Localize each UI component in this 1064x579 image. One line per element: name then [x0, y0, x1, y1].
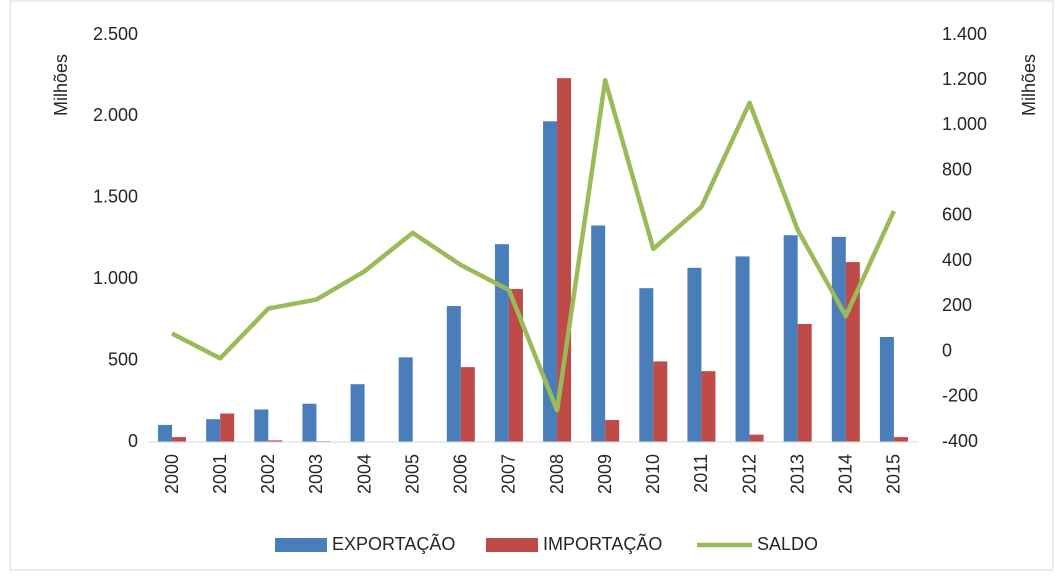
- legend-label: EXPORTAÇÃO: [332, 533, 455, 554]
- y-tick-label: 2.000: [93, 105, 138, 125]
- bar: [158, 424, 173, 442]
- x-tick-label: 2005: [402, 454, 422, 494]
- chart-frame: [9, 0, 1054, 571]
- y-tick-label: 1.500: [93, 187, 138, 207]
- y2-tick-label: 200: [942, 295, 972, 315]
- y2-tick-label: -200: [942, 386, 978, 406]
- legend-swatch: [486, 538, 538, 552]
- legend-label: IMPORTAÇÃO: [543, 533, 662, 554]
- bar: [893, 437, 908, 442]
- bar: [508, 288, 523, 442]
- y2-tick-label: 0: [942, 340, 952, 360]
- y-axis-label: Milhões: [51, 54, 71, 116]
- y2-tick-label: 1.200: [942, 69, 987, 89]
- y-tick-label: 0: [128, 431, 138, 451]
- x-tick-label: 2004: [354, 454, 374, 494]
- bar: [687, 267, 702, 442]
- bar: [653, 361, 668, 442]
- x-tick-label: 2015: [884, 454, 904, 494]
- bar: [302, 403, 317, 442]
- bar: [268, 440, 283, 442]
- bar: [543, 121, 558, 442]
- x-tick-label: 2002: [258, 454, 278, 494]
- x-tick-label: 2000: [162, 454, 182, 494]
- y-tick-label: 500: [108, 349, 138, 369]
- bar: [350, 384, 365, 442]
- y2-axis-label: Milhões: [1019, 54, 1039, 116]
- x-tick-label: 2014: [836, 454, 856, 494]
- legend-swatch: [275, 538, 327, 552]
- x-tick-label: 2009: [595, 454, 615, 494]
- bar: [254, 409, 269, 442]
- x-tick-label: 2013: [787, 454, 807, 494]
- line: [171, 77, 896, 413]
- bar: [701, 371, 716, 442]
- bar: [206, 419, 221, 442]
- bar: [605, 420, 620, 442]
- bar: [460, 367, 475, 442]
- y2-tick-label: 600: [942, 205, 972, 225]
- x-tick-label: 2003: [306, 454, 326, 494]
- legend-label: SALDO: [757, 534, 818, 554]
- bar: [494, 244, 509, 442]
- bar: [446, 306, 461, 442]
- bar: [797, 323, 812, 442]
- y2-tick-label: 1.000: [942, 114, 987, 134]
- y2-tick-label: 800: [942, 159, 972, 179]
- y2-tick-label: -400: [942, 431, 978, 451]
- y-tick-label: 2.500: [93, 24, 138, 44]
- bar: [735, 256, 750, 442]
- x-tick-label: 2012: [739, 454, 759, 494]
- x-tick-label: 2008: [547, 454, 567, 494]
- bar: [831, 236, 846, 442]
- x-tick-label: 2006: [451, 454, 471, 494]
- bar: [879, 336, 894, 442]
- y2-tick-label: 1.400: [942, 24, 987, 44]
- y-tick-label: 1.000: [93, 268, 138, 288]
- x-tick-label: 2011: [691, 454, 711, 493]
- x-tick-label: 2001: [210, 454, 230, 494]
- bar: [639, 288, 654, 442]
- bar: [591, 225, 606, 442]
- bar: [220, 413, 235, 442]
- bar: [749, 434, 764, 442]
- x-tick-label: 2010: [643, 454, 663, 494]
- bar: [398, 357, 413, 442]
- x-tick-label: 2007: [499, 454, 519, 494]
- bar: [172, 437, 187, 442]
- bar: [783, 235, 798, 442]
- y2-tick-label: 400: [942, 250, 972, 270]
